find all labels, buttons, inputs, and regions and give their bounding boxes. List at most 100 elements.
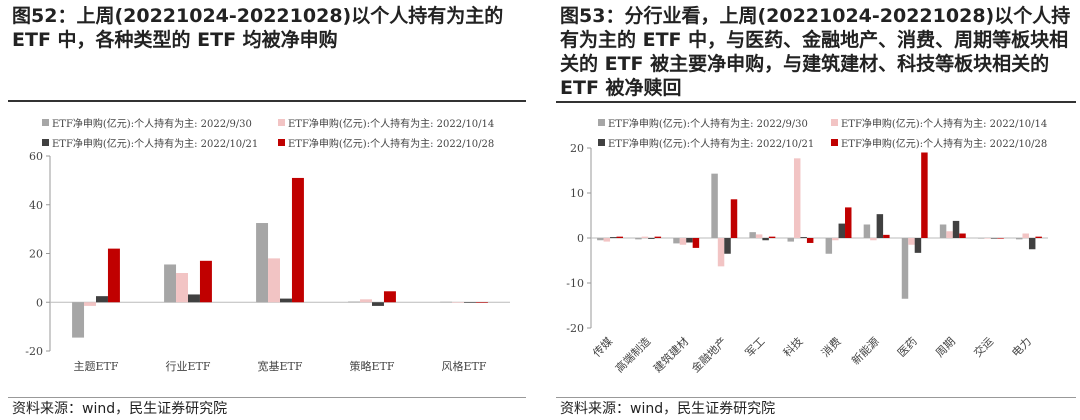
- x-tick-label: 传媒: [590, 335, 615, 360]
- bar: [372, 302, 384, 306]
- legend-label: ETF净申购(亿元):个人持有为主: 2022/10/14: [841, 117, 1047, 130]
- legend-label: ETF净申购(亿元):个人持有为主: 2022/10/21: [52, 137, 258, 150]
- y-tick-label: 60: [29, 150, 43, 163]
- bar: [188, 294, 200, 303]
- bar: [360, 299, 372, 303]
- x-tick-label: 医药: [895, 335, 920, 360]
- bar: [870, 238, 877, 241]
- legend-swatch: [278, 119, 285, 126]
- y-tick-label: 40: [29, 199, 43, 212]
- bar: [997, 238, 1004, 239]
- source-divider: [8, 397, 526, 398]
- legend-label: ETF净申购(亿元):个人持有为主: 2022/10/28: [841, 137, 1047, 150]
- bar: [603, 238, 611, 242]
- bar: [107, 248, 120, 303]
- y-tick-label: -20: [566, 322, 584, 335]
- bar: [452, 302, 464, 303]
- right-chart-panel: 图53：分行业看，上周(20221024-20221028)以个人持有为主的 E…: [548, 0, 1080, 420]
- bar: [475, 302, 488, 303]
- x-tick-label: 新能源: [849, 334, 882, 367]
- bar: [901, 238, 909, 299]
- bar: [990, 238, 998, 239]
- bar: [959, 233, 966, 238]
- bar: [199, 260, 212, 303]
- legend-swatch: [831, 119, 838, 126]
- x-tick-label: 周期: [933, 335, 958, 360]
- legend-label: ETF净申购(亿元):个人持有为主: 2022/10/28: [288, 137, 494, 150]
- x-tick-label: 军工: [743, 335, 768, 360]
- bar: [768, 236, 776, 238]
- bar: [724, 238, 731, 254]
- bar: [793, 158, 801, 238]
- y-tick-label: 0: [36, 296, 43, 309]
- bar: [800, 237, 807, 238]
- bar: [845, 207, 852, 238]
- bar: [876, 214, 884, 238]
- left-chart-panel: 图52：上周(20221024-20221028)以个人持有为主的 ETF 中，…: [0, 0, 530, 420]
- bar: [597, 238, 604, 241]
- bar: [692, 238, 700, 248]
- source-note: 资料来源：wind，民生证券研究院: [12, 401, 228, 417]
- bar: [762, 238, 769, 241]
- bar: [464, 302, 476, 303]
- bar: [717, 238, 725, 267]
- bar: [984, 238, 991, 239]
- bar: [908, 238, 915, 245]
- chart-title: 图53：分行业看，上周(20221024-20221028)以个人持有为主的 E…: [560, 5, 1071, 99]
- legend-swatch: [42, 139, 49, 146]
- bar: [610, 237, 617, 238]
- bar: [96, 296, 108, 303]
- x-tick-label: 消费: [818, 334, 843, 359]
- bar: [176, 273, 188, 303]
- bar: [711, 173, 718, 238]
- bar: [730, 199, 738, 238]
- bar: [749, 232, 756, 238]
- left-bar-chart: ETF净申购(亿元):个人持有为主: 2022/9/30 ETF净申购(亿元):个…: [25, 117, 510, 373]
- y-tick-label: 10: [570, 187, 584, 200]
- bar: [654, 236, 662, 238]
- bar: [883, 234, 890, 238]
- bar: [946, 231, 953, 238]
- legend-swatch: [831, 139, 838, 146]
- bar: [921, 152, 928, 238]
- bar: [348, 301, 361, 303]
- bar: [280, 298, 292, 303]
- y-tick-label: -20: [25, 345, 43, 358]
- legend-label: ETF净申购(亿元):个人持有为主: 2022/9/30: [52, 117, 252, 130]
- bar: [1028, 238, 1036, 250]
- legend-swatch: [598, 119, 605, 126]
- x-tick-label: 风格ETF: [442, 359, 487, 373]
- bar: [832, 238, 839, 241]
- legend-label: ETF净申购(亿元):个人持有为主: 2022/9/30: [608, 117, 808, 130]
- bar: [440, 301, 453, 303]
- bar: [838, 223, 846, 238]
- bar: [686, 238, 693, 243]
- y-tick-label: 20: [570, 142, 584, 155]
- bar: [616, 236, 623, 238]
- bar: [673, 238, 680, 244]
- bar: [641, 236, 649, 238]
- legend-swatch: [598, 139, 605, 146]
- bar: [648, 238, 655, 239]
- bar: [635, 238, 642, 240]
- bar: [977, 238, 985, 239]
- x-tick-label: 主题ETF: [74, 360, 119, 373]
- x-tick-label: 交运: [971, 334, 996, 359]
- title-divider: [8, 100, 526, 102]
- bar: [787, 238, 794, 242]
- source-note: 资料来源：wind，民生证券研究院: [560, 401, 776, 417]
- bar: [291, 177, 304, 303]
- x-tick-label: 建筑建材: [650, 334, 691, 375]
- bar: [84, 302, 96, 306]
- bar: [679, 238, 687, 245]
- bar: [863, 224, 871, 238]
- x-tick-label: 高端制造: [612, 334, 653, 375]
- bar: [914, 238, 922, 253]
- legend-label: ETF净申购(亿元):个人持有为主: 2022/10/14: [288, 117, 494, 130]
- bar: [939, 224, 947, 238]
- x-tick-label: 电力: [1009, 335, 1034, 360]
- bar: [755, 234, 763, 238]
- title-divider: [556, 101, 1076, 103]
- y-tick-label: -10: [566, 277, 584, 290]
- bar: [1022, 233, 1029, 238]
